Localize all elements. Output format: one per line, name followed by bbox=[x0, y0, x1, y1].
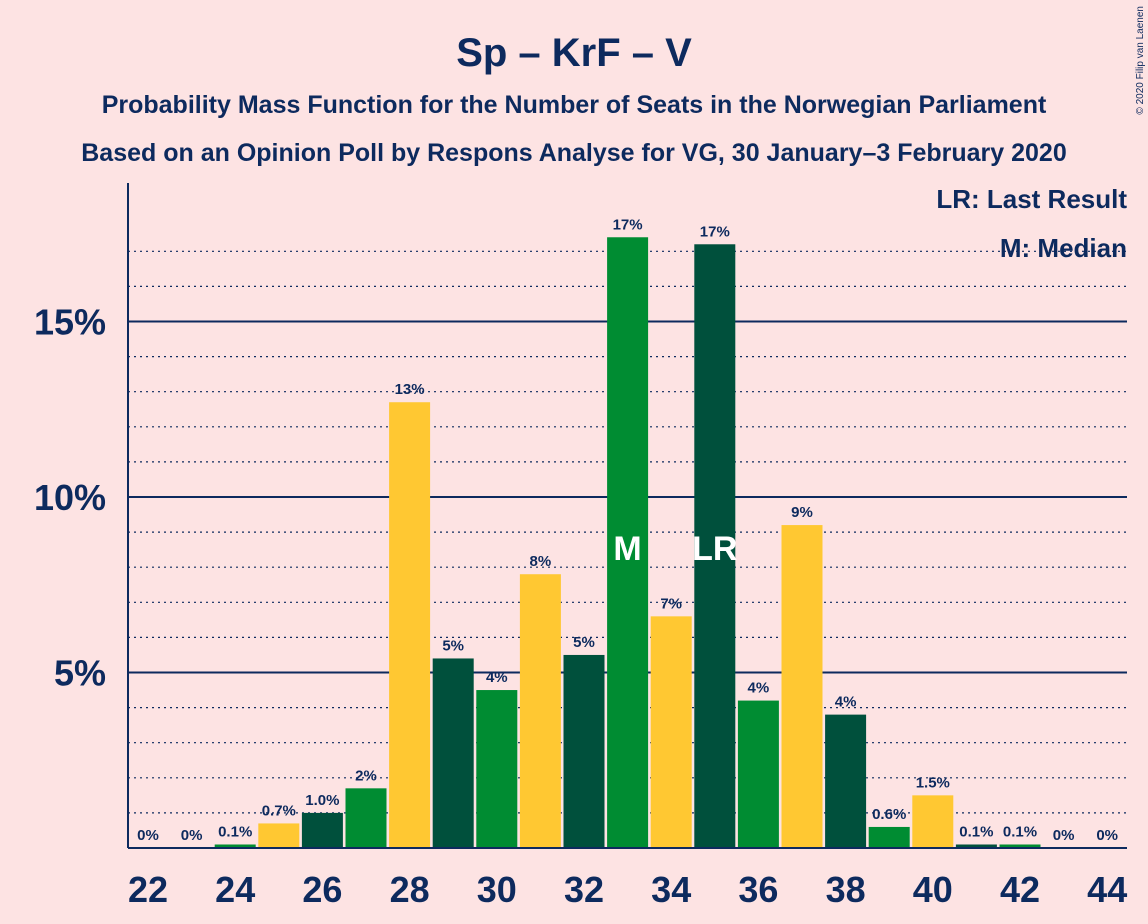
bar-seat-29 bbox=[432, 658, 474, 848]
bar-value-label: 8% bbox=[530, 553, 552, 570]
bar-value-label: 4% bbox=[835, 694, 857, 711]
bar-seat-25 bbox=[258, 823, 300, 848]
x-tick-label: 36 bbox=[738, 869, 778, 910]
legend-median: M: Median bbox=[1000, 233, 1127, 263]
chart-subtitle-2: Based on an Opinion Poll by Respons Anal… bbox=[81, 139, 1067, 167]
x-tick-label: 28 bbox=[390, 869, 430, 910]
x-tick-label: 42 bbox=[1000, 869, 1040, 910]
bar-value-label: 4% bbox=[486, 669, 508, 686]
bar-value-label: 0.7% bbox=[262, 802, 296, 819]
bar-value-label: 17% bbox=[700, 223, 730, 240]
bar-value-label: 0.1% bbox=[218, 823, 252, 840]
bar-value-label: 9% bbox=[791, 504, 813, 521]
chart-subtitle-1: Probability Mass Function for the Number… bbox=[102, 91, 1047, 119]
y-tick-label: 15% bbox=[34, 302, 106, 343]
copyright-notice: © 2020 Filip van Laenen bbox=[1135, 6, 1146, 115]
bar-seat-34 bbox=[650, 616, 692, 848]
bars bbox=[214, 237, 1041, 848]
bar-seat-35 bbox=[694, 244, 736, 848]
axes: 5% 10% 15% 22 24 26 28 30 32 34 36 38 40 42 44 bbox=[34, 183, 1127, 910]
bar-value-label: 2% bbox=[355, 767, 377, 784]
bar-seat-24 bbox=[214, 844, 256, 848]
x-tick-label: 30 bbox=[477, 869, 517, 910]
bar-value-label: 13% bbox=[395, 381, 425, 398]
x-tick-label: 26 bbox=[302, 869, 342, 910]
bar-value-label: 1.5% bbox=[916, 774, 950, 791]
bar-seat-31 bbox=[519, 574, 561, 848]
bar-seat-26 bbox=[301, 812, 343, 848]
bar-seat-32 bbox=[563, 654, 605, 848]
bar-value-label: 0.6% bbox=[872, 806, 906, 823]
last-result-marker: LR bbox=[692, 530, 737, 568]
bar-seat-42 bbox=[999, 844, 1041, 848]
x-tick-label: 38 bbox=[826, 869, 866, 910]
bar-seat-40 bbox=[912, 795, 954, 848]
bar-seat-38 bbox=[825, 714, 867, 848]
bar-value-label: 0.1% bbox=[959, 823, 993, 840]
bar-value-label: 7% bbox=[660, 595, 682, 612]
x-tick-label: 34 bbox=[651, 869, 691, 910]
bar-seat-28 bbox=[389, 402, 431, 848]
bar-seat-36 bbox=[737, 700, 779, 848]
bar-value-label: 0.1% bbox=[1003, 823, 1037, 840]
y-tick-label: 10% bbox=[34, 477, 106, 518]
x-tick-label: 40 bbox=[913, 869, 953, 910]
x-tick-label: 44 bbox=[1087, 869, 1127, 910]
x-tick-label: 32 bbox=[564, 869, 604, 910]
median-marker: M bbox=[613, 530, 641, 568]
bar-value-label: 4% bbox=[748, 680, 770, 697]
bar-labels: 0% 0% 0.1% 0.7% 1.0% 2% 13% 5% 4% 8% 5% 17% M 7% 17% LR… bbox=[137, 216, 1118, 844]
bar-value-label: 0% bbox=[1053, 827, 1075, 844]
bar-seat-37 bbox=[781, 525, 823, 848]
chart-title: Sp – KrF – V bbox=[456, 31, 692, 75]
bar-value-label: 17% bbox=[613, 216, 643, 233]
x-tick-label: 24 bbox=[215, 869, 255, 910]
bar-value-label: 5% bbox=[573, 634, 595, 651]
bar-seat-27 bbox=[345, 788, 387, 848]
bar-seat-41 bbox=[955, 844, 997, 848]
bar-seat-39 bbox=[868, 826, 910, 848]
bar-seat-30 bbox=[476, 690, 518, 848]
legend-last-result: LR: Last Result bbox=[936, 184, 1127, 214]
x-tick-label: 22 bbox=[128, 869, 168, 910]
bar-value-label: 0% bbox=[1096, 827, 1118, 844]
bar-value-label: 0% bbox=[181, 827, 203, 844]
bar-value-label: 5% bbox=[442, 637, 464, 654]
bar-value-label: 0% bbox=[137, 827, 159, 844]
bar-value-label: 1.0% bbox=[305, 792, 339, 809]
bar-seat-33 bbox=[607, 237, 649, 848]
y-tick-label: 5% bbox=[54, 653, 106, 694]
